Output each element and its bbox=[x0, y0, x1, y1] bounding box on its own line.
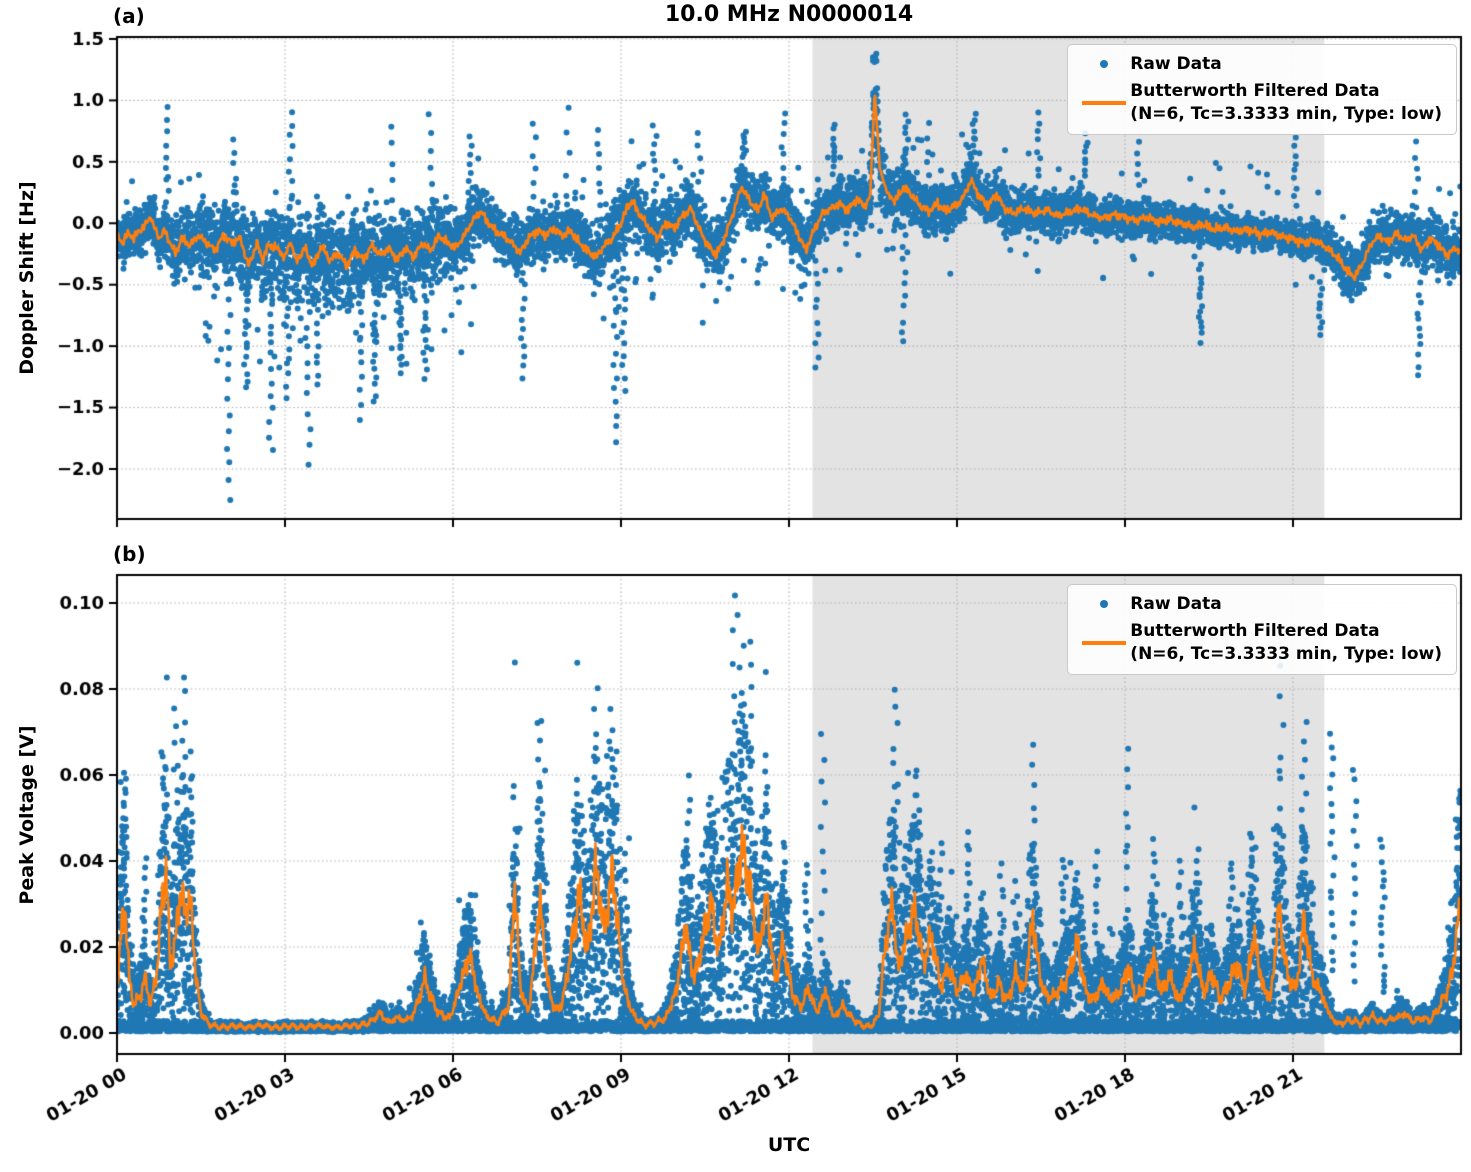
panel-b-tag: (b) bbox=[113, 542, 146, 566]
legend-panel-b: Raw Data Butterworth Filtered Data (N=6, … bbox=[1067, 584, 1457, 676]
raw-data-dot-icon bbox=[1078, 60, 1130, 69]
legend-filtered-row: Butterworth Filtered Data (N=6, Tc=3.3333… bbox=[1078, 80, 1442, 125]
legend-filtered-row: Butterworth Filtered Data (N=6, Tc=3.3333… bbox=[1078, 620, 1442, 665]
legend-raw-row: Raw Data bbox=[1078, 593, 1442, 615]
filtered-line-icon bbox=[1078, 641, 1130, 645]
figure-title: 10.0 MHz N0000014 bbox=[664, 2, 914, 27]
legend-filtered-label: Butterworth Filtered Data (N=6, Tc=3.3333… bbox=[1130, 621, 1442, 664]
legend-filtered-label: Butterworth Filtered Data (N=6, Tc=3.3333… bbox=[1130, 81, 1442, 124]
legend-raw-label: Raw Data bbox=[1130, 594, 1222, 614]
panel-b-ylabel: Peak Voltage [V] bbox=[16, 725, 38, 905]
filtered-line-icon bbox=[1078, 101, 1130, 105]
legend-panel-a: Raw Data Butterworth Filtered Data (N=6, … bbox=[1067, 44, 1457, 136]
x-axis-label: UTC bbox=[767, 1134, 811, 1156]
panel-a-tag: (a) bbox=[113, 4, 145, 28]
legend-raw-row: Raw Data bbox=[1078, 53, 1442, 75]
raw-data-dot-icon bbox=[1078, 600, 1130, 609]
panel-a-ylabel: Doppler Shift [Hz] bbox=[16, 181, 38, 375]
legend-raw-label: Raw Data bbox=[1130, 54, 1222, 74]
